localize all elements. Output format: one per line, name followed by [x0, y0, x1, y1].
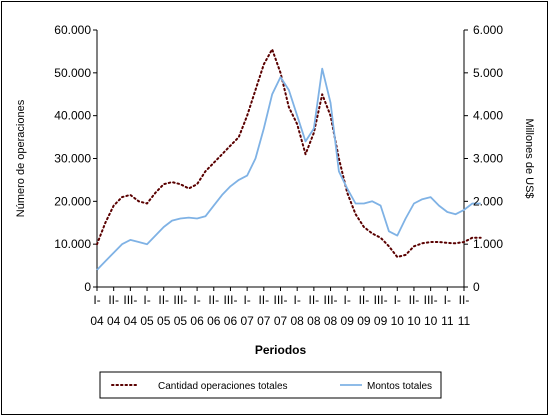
y-left-tick-label: 20.000	[54, 194, 91, 208]
x-tick-label-top: II-	[208, 293, 219, 307]
x-tick-label-bottom: 10	[407, 314, 421, 328]
x-tick-label-top: II-	[309, 293, 320, 307]
x-tick-label-bottom: 09	[357, 314, 371, 328]
y-left-tick-label: 10.000	[54, 237, 91, 251]
x-tick-label-top: I-	[294, 293, 301, 307]
x-tick-label-bottom: 07	[274, 314, 288, 328]
x-tick-label-top: I-	[93, 293, 100, 307]
x-tick-label-top: III-	[274, 293, 288, 307]
x-tick-label-bottom: 07	[257, 314, 271, 328]
x-tick-label-top: III-	[374, 293, 388, 307]
chart-series	[96, 48, 482, 271]
x-tick-label-bottom: 08	[307, 314, 321, 328]
x-tick-label-bottom: 06	[207, 314, 221, 328]
y-left-tick-label: 40.000	[54, 109, 91, 123]
legend-box	[99, 371, 442, 399]
x-tick-label-bottom: 08	[291, 314, 305, 328]
x-tick-label-top: I-	[143, 293, 150, 307]
x-tick-label-bottom: 07	[240, 314, 254, 328]
x-tick-label-top: II-	[158, 293, 169, 307]
x-tick-label-top: III-	[324, 293, 338, 307]
x-tick-label-bottom: 08	[324, 314, 338, 328]
y-right-tick-label: 0	[473, 280, 480, 294]
x-tick-label-bottom: 09	[341, 314, 355, 328]
x-axis-title: Periodos	[255, 343, 307, 357]
y-left-tick-label: 60.000	[54, 23, 91, 37]
x-tick-label-top: III-	[173, 293, 187, 307]
series-line-montos	[96, 67, 481, 271]
y-right-tick-label: 4.000	[473, 109, 503, 123]
x-tick-label-top: II-	[258, 293, 269, 307]
y-right-tick-label: 5.000	[473, 66, 503, 80]
x-tick-label-bottom: 11	[458, 314, 471, 328]
y-right-tick-label: 6.000	[473, 23, 503, 37]
y-right-tick-label: 1.000	[473, 237, 503, 251]
y-right-axis-title: Millones de US$	[523, 118, 535, 198]
chart-axes	[93, 29, 468, 291]
x-tick-label-top: II-	[409, 293, 420, 307]
legend-label-montos: Montos totales	[367, 381, 432, 392]
x-tick-label-top: I-	[444, 293, 451, 307]
x-tick-label-bottom: 05	[157, 314, 171, 328]
x-tick-label-bottom: 10	[391, 314, 405, 328]
x-tick-label-top: II-	[459, 293, 470, 307]
x-tick-label-top: II-	[359, 293, 370, 307]
x-tick-label-top: III-	[123, 293, 137, 307]
x-tick-label-bottom: 06	[190, 314, 204, 328]
x-tick-label-top: I-	[193, 293, 200, 307]
x-tick-label-top: I-	[394, 293, 401, 307]
x-tick-label-bottom: 05	[174, 314, 188, 328]
series-line-cantidad	[96, 48, 482, 258]
x-tick-label-bottom: 11	[441, 314, 454, 328]
chart-labels: 0 10.000 20.000 30.000 40.000 50.000 60.000 0 1.…	[15, 23, 535, 357]
y-left-tick-label: 30.000	[54, 152, 91, 166]
x-tick-label-bottom: 04	[124, 314, 138, 328]
y-left-tick-label: 50.000	[54, 66, 91, 80]
x-tick-label-bottom: 05	[140, 314, 154, 328]
y-right-tick-label: 3.000	[473, 152, 503, 166]
x-tick-label-top: I-	[243, 293, 250, 307]
x-tick-label-bottom: 04	[107, 314, 121, 328]
x-tick-label-top: III-	[223, 293, 237, 307]
y-left-tick-label: 0	[84, 280, 91, 294]
x-tick-label-bottom: 06	[224, 314, 238, 328]
x-tick-label-bottom: 09	[374, 314, 388, 328]
y-right-tick-label: 2.000	[473, 194, 503, 208]
x-tick-label-top: III-	[424, 293, 438, 307]
x-tick-label-bottom: 04	[90, 314, 104, 328]
legend-label-cantidad: Cantidad operaciones totales	[158, 381, 288, 392]
x-tick-label-top: I-	[344, 293, 351, 307]
x-tick-label-top: II-	[108, 293, 119, 307]
x-tick-label-bottom: 10	[424, 314, 438, 328]
legend: Cantidad operaciones totales Montos total…	[99, 371, 442, 399]
y-left-axis-title: Número de operaciones	[15, 99, 27, 217]
